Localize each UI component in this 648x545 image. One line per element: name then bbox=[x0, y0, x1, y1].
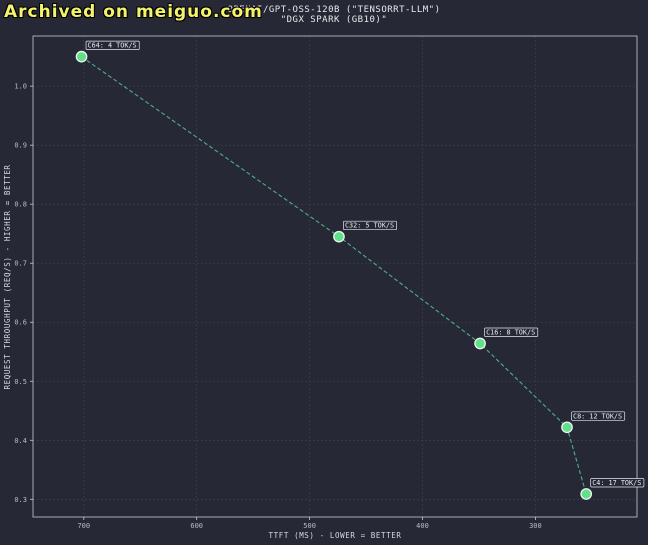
point-label: C16: 8 TOK/S bbox=[486, 328, 535, 336]
y-axis-label: REQUEST THROUGHPUT (REQ/S) - HIGHER = BE… bbox=[3, 164, 12, 389]
point-label: C8: 12 TOK/S bbox=[573, 412, 622, 420]
x-tick-label: 500 bbox=[303, 522, 316, 530]
data-points bbox=[75, 50, 593, 500]
chart-title-line-2: "DGX SPARK (GB10)" bbox=[281, 15, 388, 25]
point-label-box bbox=[343, 220, 398, 231]
point-label-box bbox=[590, 478, 645, 488]
data-point bbox=[561, 421, 573, 434]
x-tick-label: 600 bbox=[190, 522, 203, 530]
point-label: C4: 17 TOK/S bbox=[592, 479, 641, 487]
x-tick-label: 400 bbox=[416, 522, 429, 530]
data-point bbox=[75, 50, 88, 63]
y-tick-label: 0.4 bbox=[14, 437, 27, 445]
point-labels: C64: 4 TOK/S C32: 5 TOK/S C16: 8 TOK/S C8: … bbox=[85, 40, 645, 488]
y-tick-label: 0.6 bbox=[14, 319, 27, 327]
y-tick-label: 0.8 bbox=[14, 201, 27, 209]
point-label: C32: 5 TOK/S bbox=[345, 222, 394, 230]
y-tick-label: 0.3 bbox=[14, 496, 27, 504]
watermark: Archived on meiguo.com bbox=[4, 2, 263, 22]
plot-frame bbox=[32, 35, 638, 518]
chart-title-line-1: OPENAI/GPT-OSS-120B ("TENSORRT-LLM") bbox=[227, 5, 440, 15]
point-label-box bbox=[85, 40, 140, 51]
point-label: C64: 4 TOK/S bbox=[88, 42, 137, 50]
data-point bbox=[580, 488, 593, 500]
grid bbox=[33, 36, 637, 517]
x-tick-label: 300 bbox=[529, 522, 542, 530]
x-axis-label: TTFT (MS) - LOWER = BETTER bbox=[269, 531, 402, 540]
y-tick-label: 0.7 bbox=[14, 260, 27, 268]
point-label-box bbox=[484, 327, 539, 337]
axis-ticks: 700 600 500 400 300 0.3 0.4 0.5 0.6 0.7 0.8 0.9 1.0 bbox=[14, 83, 541, 530]
y-tick-label: 0.5 bbox=[14, 378, 27, 386]
series-line bbox=[81, 56, 587, 495]
data-point bbox=[474, 337, 486, 350]
point-label-box bbox=[571, 411, 626, 421]
chart-title: OPENAI/GPT-OSS-120B ("TENSORRT-LLM") "DG… bbox=[227, 5, 440, 25]
x-tick-label: 700 bbox=[77, 522, 90, 530]
y-tick-label: 0.9 bbox=[14, 142, 27, 150]
data-point bbox=[333, 230, 345, 243]
y-tick-label: 1.0 bbox=[14, 83, 27, 91]
